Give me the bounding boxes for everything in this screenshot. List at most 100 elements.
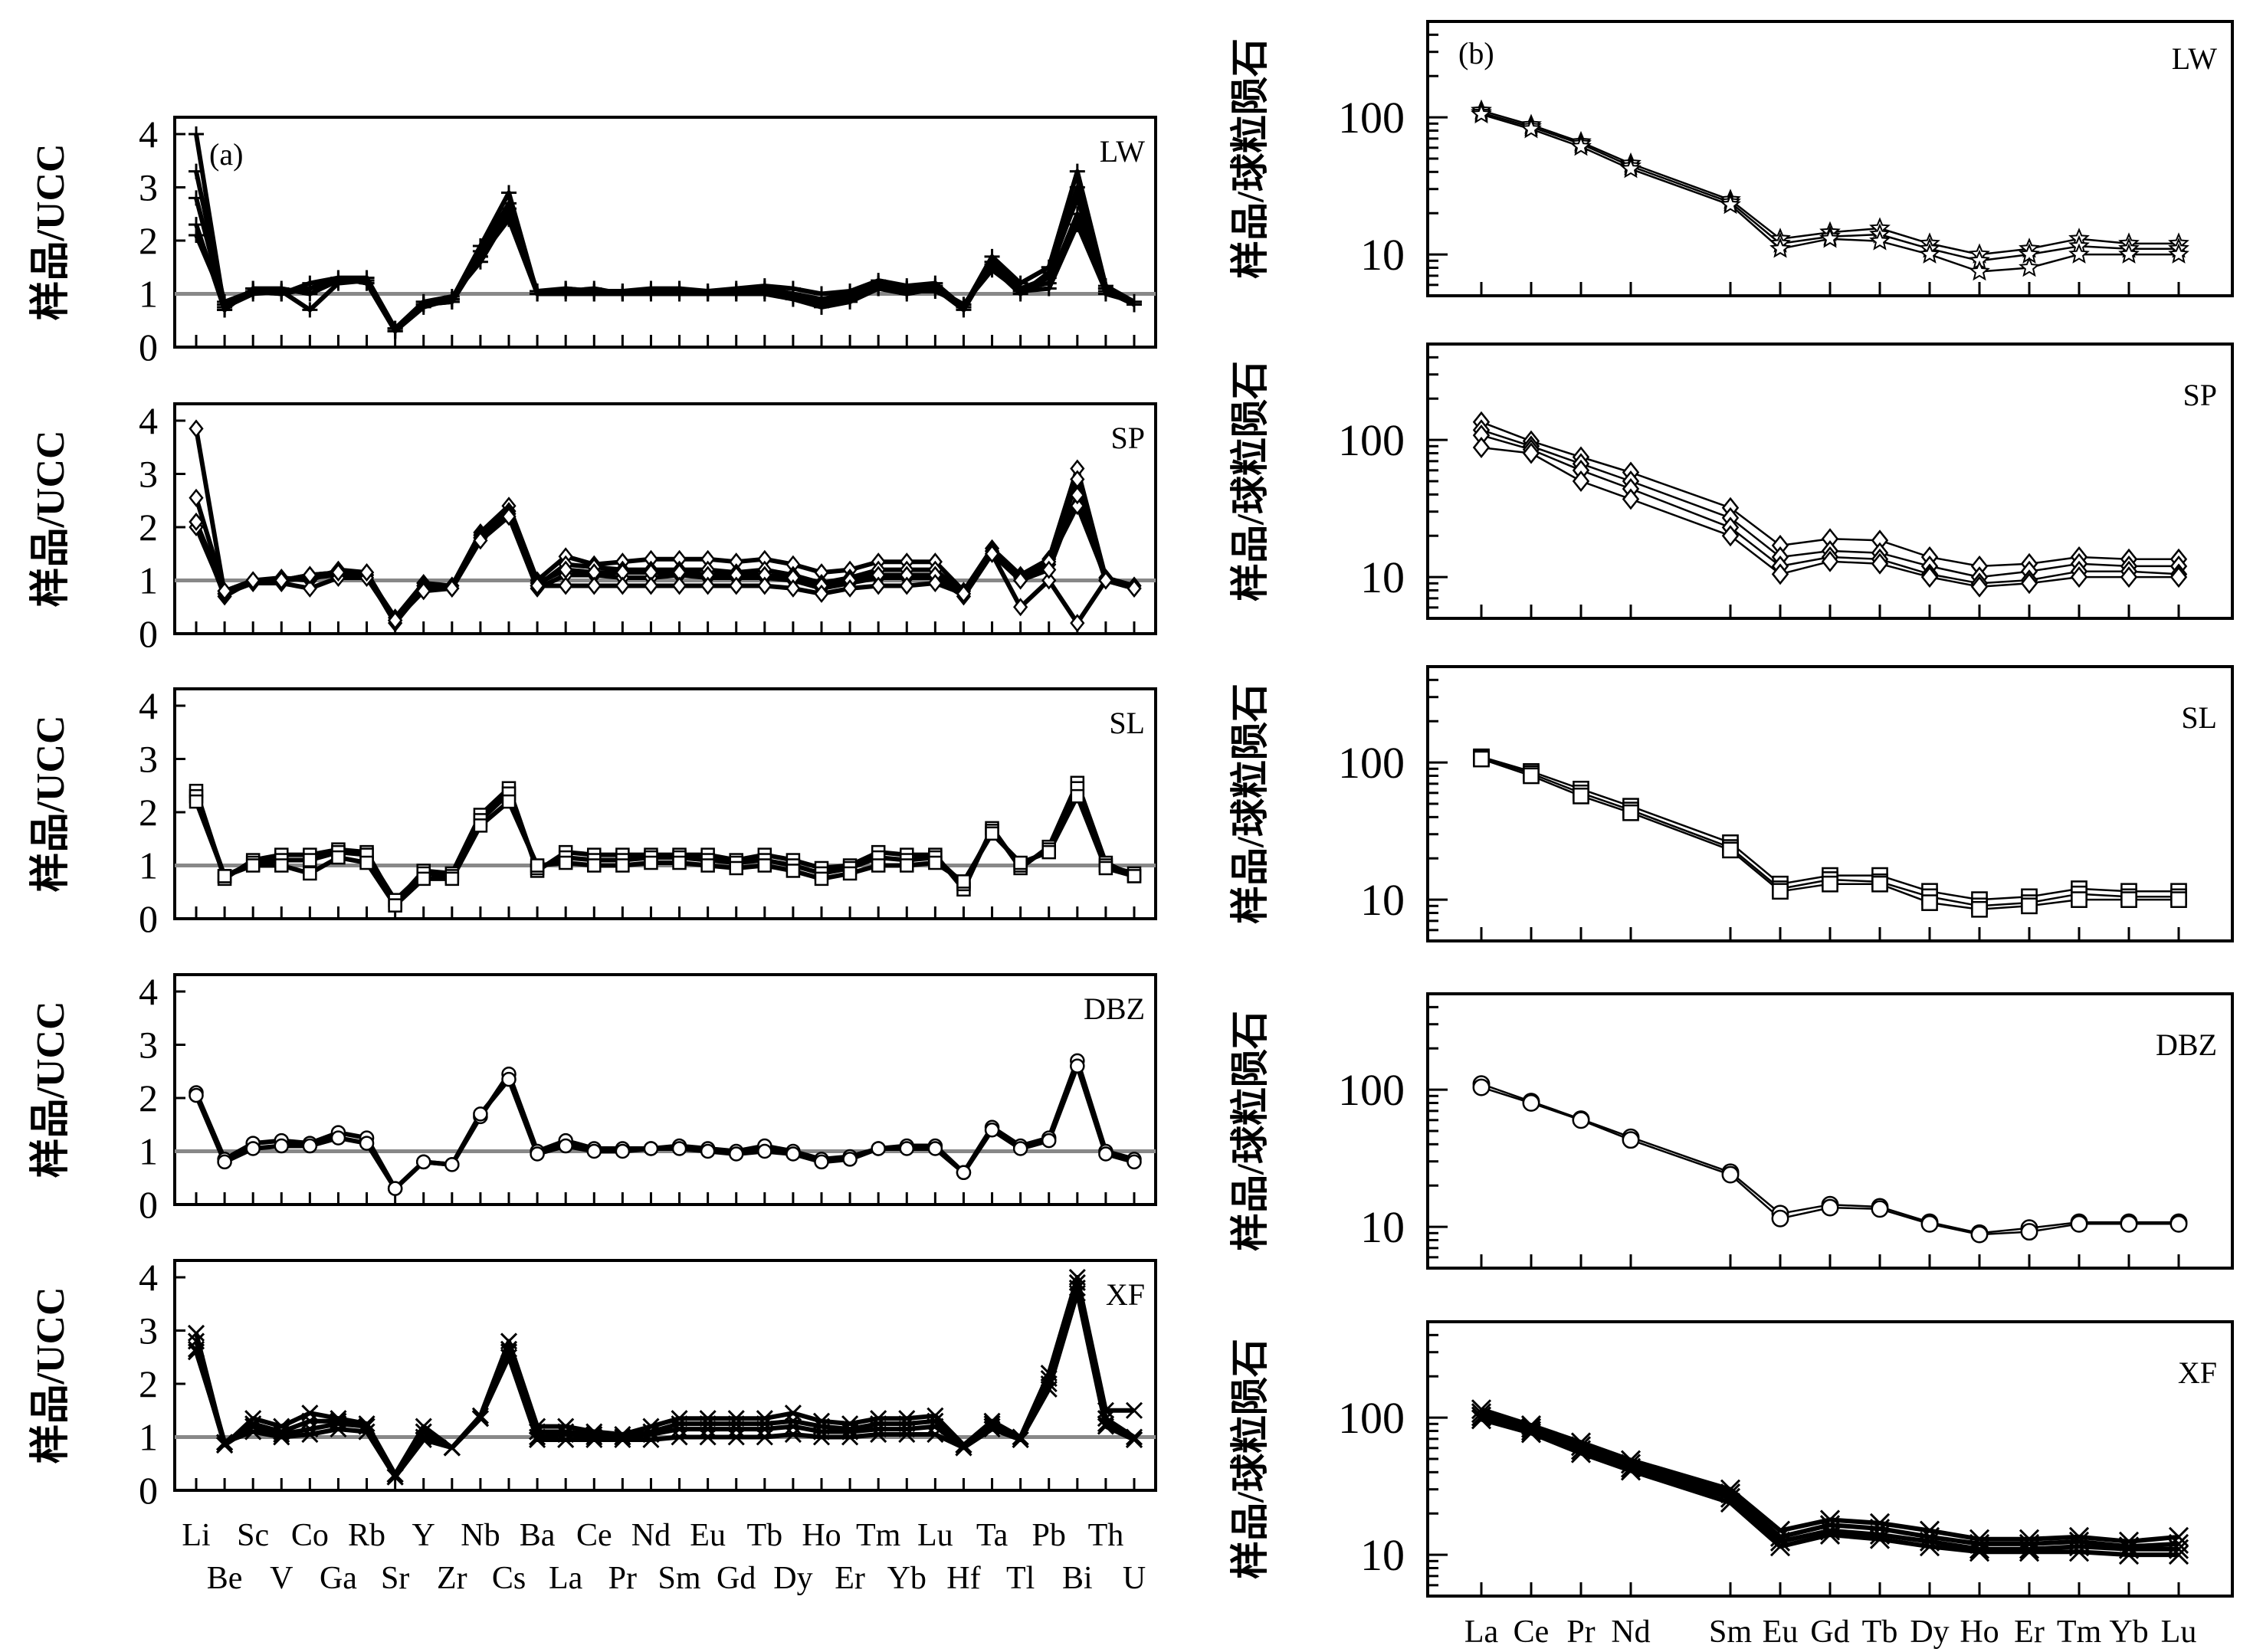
data-point bbox=[927, 1141, 943, 1156]
y-tick-label: 100 bbox=[1338, 1065, 1405, 1115]
y-tick-label: 4 bbox=[139, 970, 158, 1013]
y-tick-label: 2 bbox=[139, 791, 158, 834]
data-point bbox=[871, 1141, 886, 1156]
data-point bbox=[1070, 614, 1085, 633]
data-point bbox=[530, 1146, 545, 1162]
data-point bbox=[956, 584, 972, 603]
data-point bbox=[1013, 855, 1028, 870]
data-point bbox=[814, 1154, 829, 1170]
plot-frame bbox=[173, 402, 1157, 635]
data-point bbox=[189, 488, 204, 507]
data-point bbox=[245, 858, 261, 873]
x-tick-label: Y bbox=[412, 1518, 435, 1553]
data-point bbox=[1772, 883, 1789, 900]
data-point bbox=[1620, 1457, 1641, 1478]
y-axis-label: 样品/UCC bbox=[28, 143, 73, 320]
data-point bbox=[2118, 1545, 2140, 1565]
x-tick-label: Nd bbox=[1611, 1614, 1650, 1650]
data-point bbox=[189, 190, 204, 206]
data-point bbox=[189, 228, 204, 244]
data-point bbox=[727, 1421, 745, 1438]
series-line bbox=[1481, 111, 2179, 262]
x-tick-label: Yb bbox=[887, 1561, 927, 1596]
data-point bbox=[2021, 897, 2038, 915]
data-point bbox=[500, 1349, 518, 1366]
y-tick-label: 2 bbox=[139, 1077, 158, 1119]
data-point bbox=[1570, 1440, 1592, 1460]
data-point bbox=[785, 579, 801, 598]
data-point bbox=[274, 571, 289, 590]
data-point bbox=[1920, 1214, 1939, 1233]
data-point bbox=[643, 576, 659, 595]
x-tick-label: Dy bbox=[773, 1561, 812, 1596]
data-point bbox=[301, 1425, 319, 1444]
x-tick-label: Rb bbox=[348, 1518, 385, 1553]
data-point bbox=[814, 584, 829, 603]
series-line bbox=[1481, 110, 2179, 256]
x-tick-label: Co bbox=[291, 1518, 329, 1553]
data-point bbox=[842, 1152, 858, 1167]
panel-title: DBZ bbox=[1084, 992, 1145, 1026]
data-point bbox=[217, 1154, 232, 1170]
data-point bbox=[444, 293, 460, 310]
data-point bbox=[642, 1425, 660, 1444]
series-line bbox=[1481, 429, 2179, 579]
data-point bbox=[500, 1343, 518, 1361]
data-point bbox=[756, 284, 772, 300]
data-point bbox=[1041, 571, 1057, 590]
data-point bbox=[1821, 550, 1839, 572]
data-point bbox=[699, 1415, 717, 1433]
data-point bbox=[473, 1106, 488, 1122]
plot-frame bbox=[173, 687, 1157, 920]
data-point bbox=[985, 826, 999, 841]
x-tick-label: Sm bbox=[1709, 1614, 1752, 1650]
data-point bbox=[2120, 566, 2138, 588]
data-point bbox=[729, 860, 743, 876]
data-point bbox=[244, 1410, 262, 1427]
data-point bbox=[1041, 1132, 1057, 1149]
data-point bbox=[1069, 217, 1085, 233]
data-point bbox=[614, 1431, 631, 1449]
data-point bbox=[187, 1343, 205, 1361]
data-point bbox=[557, 1425, 575, 1444]
x-tick-label: Eu bbox=[1763, 1614, 1799, 1650]
data-point bbox=[1098, 571, 1113, 590]
x-tick-label: Tl bbox=[1006, 1561, 1035, 1596]
y-axis-label: 样品/球粒陨石 bbox=[1228, 1011, 1271, 1251]
data-point bbox=[1771, 1209, 1789, 1228]
data-point bbox=[870, 1421, 887, 1438]
data-point bbox=[471, 1410, 489, 1427]
y-axis-label: 样品/球粒陨石 bbox=[1228, 361, 1271, 601]
y-tick-label: 100 bbox=[1338, 93, 1405, 143]
data-point bbox=[244, 1415, 262, 1433]
data-point bbox=[558, 284, 574, 300]
data-point bbox=[1070, 788, 1085, 804]
data-point bbox=[558, 1138, 573, 1154]
y-tick-label: 0 bbox=[139, 612, 158, 655]
data-point bbox=[302, 579, 317, 598]
data-point bbox=[784, 1418, 802, 1435]
data-point bbox=[586, 576, 602, 595]
data-point bbox=[187, 1340, 205, 1358]
data-point bbox=[2170, 1214, 2188, 1233]
data-point bbox=[1620, 1460, 1641, 1481]
x-tick-label: Pr bbox=[608, 1561, 637, 1596]
data-point bbox=[642, 1423, 660, 1441]
data-point bbox=[1921, 894, 1938, 911]
series-line bbox=[194, 1275, 1134, 1477]
data-point bbox=[2019, 1539, 2040, 1559]
data-point bbox=[1069, 163, 1085, 179]
data-point bbox=[841, 1421, 859, 1438]
panel-title: LW bbox=[2172, 41, 2217, 76]
data-point bbox=[1970, 1225, 1989, 1244]
x-tick-label: Ce bbox=[1514, 1614, 1550, 1650]
y-tick-label: 1 bbox=[139, 844, 158, 887]
data-point bbox=[927, 1412, 944, 1430]
y-tick-label: 100 bbox=[1338, 738, 1405, 788]
data-point bbox=[841, 1415, 859, 1433]
data-point bbox=[444, 1157, 460, 1172]
data-point bbox=[899, 576, 914, 595]
data-point bbox=[244, 1423, 262, 1441]
x-tick-label: Ho bbox=[1960, 1614, 1999, 1650]
